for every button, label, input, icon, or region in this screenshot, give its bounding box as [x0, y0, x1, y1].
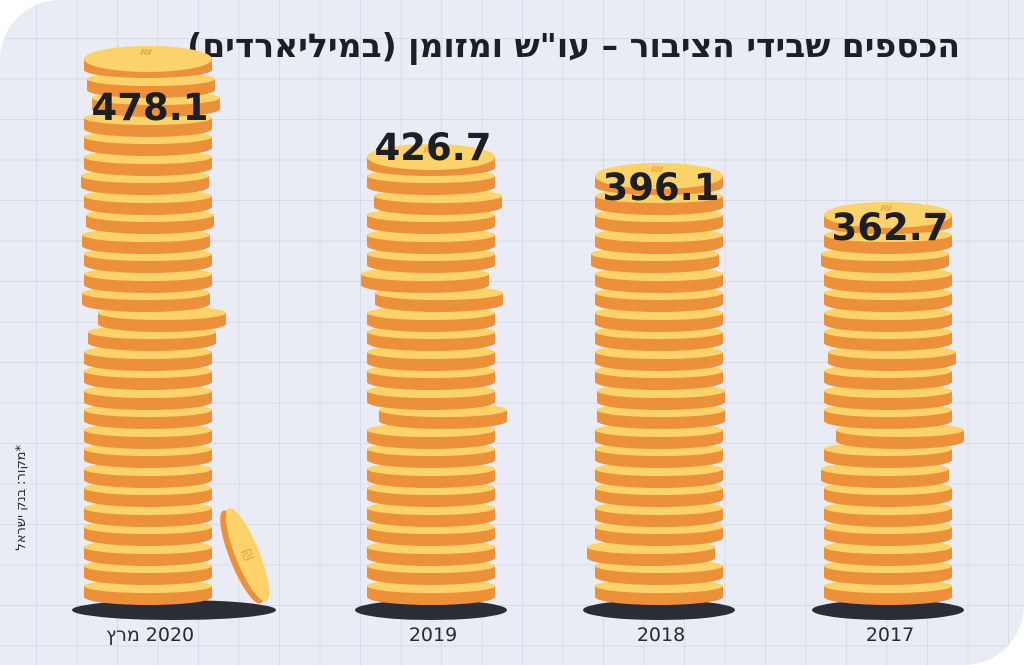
stack-shadow	[812, 600, 964, 620]
stack-shadow	[583, 600, 735, 620]
leaning-coin-icon: ₪	[212, 502, 270, 608]
source-note: *מקור: בנק ישראל	[14, 445, 29, 551]
shekel-icon: ₪	[139, 47, 153, 57]
coin-stack: ₪ ₪ 478.1 2020 מרץ	[50, 0, 276, 665]
value-label: 426.7	[374, 126, 492, 169]
coin-stack: ₪ 396.1 2018	[561, 0, 761, 665]
category-label: 2020 מרץ	[105, 624, 195, 646]
value-label: 478.1	[91, 86, 209, 129]
category-label: 2017	[865, 624, 915, 646]
coin-stack: ₪ 426.7 2019	[333, 0, 533, 665]
category-label: 2018	[636, 624, 686, 646]
value-label: 396.1	[602, 166, 720, 209]
coin: ₪	[84, 46, 212, 78]
coin-stack: ₪ 362.7 2017	[790, 0, 990, 665]
stack-shadow	[355, 600, 507, 620]
stack-shadow	[72, 600, 276, 620]
category-label: 2019	[408, 624, 458, 646]
coin: ₪	[595, 163, 723, 195]
coin: ₪	[824, 202, 952, 234]
coin: ₪	[367, 143, 495, 176]
chart-title: הכספים שבידי הציבור – עו"ש ומזומן (במילי…	[187, 26, 960, 65]
value-label: 362.7	[831, 206, 949, 249]
